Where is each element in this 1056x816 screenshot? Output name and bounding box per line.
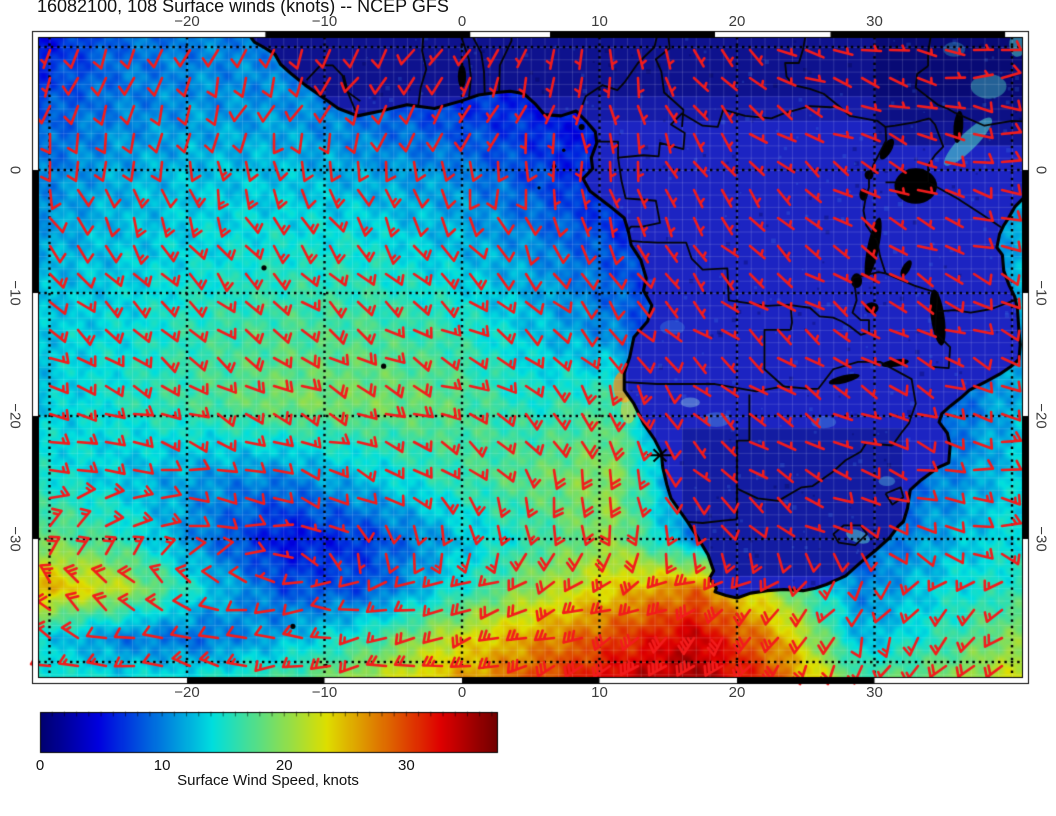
lat-tick-label: 0	[6, 165, 24, 175]
lon-tick-label: 0	[457, 684, 467, 701]
lat-tick-label: −20	[6, 403, 24, 429]
lon-tick-label: −10	[311, 13, 338, 30]
lat-tick-label: −10	[6, 280, 24, 306]
lon-tick-label: −20	[174, 13, 200, 30]
lat-tick-label: −30	[1032, 526, 1050, 552]
lon-tick-label: 10	[591, 684, 608, 701]
colorbar-caption: Surface Wind Speed, knots	[177, 772, 359, 789]
lon-tick-label: −10	[311, 684, 338, 701]
lon-tick-label: 10	[591, 13, 608, 30]
colorbar-tick-label: 0	[35, 757, 45, 774]
lat-tick-label: −30	[6, 526, 24, 552]
lon-tick-label: 20	[728, 13, 746, 30]
lat-tick-label: −10	[1032, 280, 1050, 306]
colorbar-tick-label: 10	[153, 757, 171, 774]
lat-tick-label: −20	[1032, 403, 1050, 429]
plot-title: 16082100, 108 Surface winds (knots) -- N…	[37, 0, 449, 16]
lon-tick-label: 20	[728, 684, 746, 701]
colorbar-tick-label: 30	[398, 757, 415, 774]
lon-tick-label: 30	[866, 13, 883, 30]
lon-tick-label: 0	[457, 13, 467, 30]
colorbar-tick-label: 20	[275, 757, 293, 774]
lat-tick-label: 0	[1032, 165, 1050, 175]
lon-tick-label: 30	[866, 684, 883, 701]
lon-tick-label: −20	[174, 684, 200, 701]
